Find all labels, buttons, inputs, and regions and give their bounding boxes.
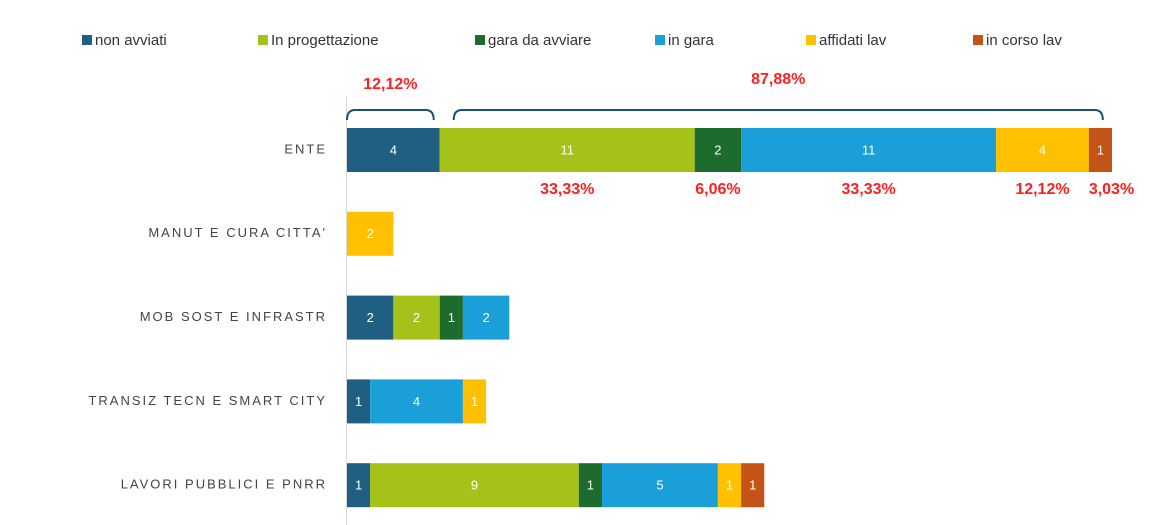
bar-segment (694, 128, 742, 172)
bar-segment (347, 463, 371, 508)
legend-swatch (475, 35, 485, 45)
data-label: 5 (656, 478, 663, 493)
data-label: 9 (471, 478, 478, 493)
data-label: 4 (390, 142, 397, 157)
bar-segment (1088, 128, 1112, 172)
data-label: 1 (726, 478, 733, 493)
data-label: 1 (355, 478, 362, 493)
data-label: 1 (355, 394, 362, 409)
share-label: 33,33% (540, 181, 594, 198)
data-label: 1 (471, 394, 478, 409)
bar-segment (439, 128, 695, 172)
share-label: 33,33% (841, 181, 895, 198)
bar-segment (393, 295, 440, 340)
share-label: 12,12% (1015, 181, 1069, 198)
category-label: MOB SOST E INFRASTR (140, 309, 327, 324)
legend-swatch (258, 35, 268, 45)
data-label: 11 (560, 142, 574, 157)
bar-segment (347, 128, 440, 172)
data-label: 4 (413, 394, 420, 409)
share-label: 3,03% (1089, 181, 1134, 198)
bar-segment (347, 295, 394, 340)
bar-segment (741, 128, 997, 172)
category-label: MANUT E CURA CITTA' (148, 225, 327, 240)
legend-swatch (655, 35, 665, 45)
bar-segment (462, 295, 510, 340)
category-label: LAVORI PUBBLICI E PNRR (121, 477, 327, 492)
legend-label: affidati lav (819, 32, 887, 49)
bar-segment (996, 128, 1089, 172)
data-label: 2 (714, 142, 721, 157)
bar-segment (462, 379, 487, 424)
bar-segment (347, 379, 371, 424)
data-label: 1 (448, 310, 455, 325)
bar-segment (439, 295, 463, 340)
bar-segment (602, 463, 718, 508)
bar-segment (741, 463, 765, 508)
share-label: 6,06% (695, 181, 740, 198)
data-label: 2 (367, 226, 374, 241)
bracket (452, 109, 1104, 121)
legend-label: non avviati (95, 32, 167, 49)
data-label: 2 (413, 310, 420, 325)
legend-label: in gara (668, 32, 715, 49)
data-label: 2 (482, 310, 489, 325)
data-label: 11 (862, 142, 876, 157)
category-label: TRANSIZ TECN E SMART CITY (88, 393, 327, 408)
legend-swatch (973, 35, 983, 45)
data-label: 1 (1097, 142, 1104, 157)
bracket-label: 12,12% (363, 76, 417, 93)
legend-swatch (806, 35, 816, 45)
bracket-label: 87,88% (751, 71, 805, 88)
data-label: 1 (587, 478, 594, 493)
bar-segment (578, 463, 602, 508)
data-label: 2 (367, 310, 374, 325)
legend-swatch (82, 35, 92, 45)
bar-segment (347, 211, 394, 256)
bracket (346, 109, 435, 121)
bar-segment (370, 379, 463, 424)
legend-label: in corso lav (986, 32, 1062, 49)
bar-segment (370, 463, 579, 508)
data-label: 1 (749, 478, 756, 493)
legend-label: gara da avviare (488, 32, 591, 49)
category-label: ENTE (284, 141, 327, 156)
data-label: 4 (1039, 142, 1046, 157)
legend-label: In progettazione (271, 32, 379, 49)
bar-segment (717, 463, 742, 508)
